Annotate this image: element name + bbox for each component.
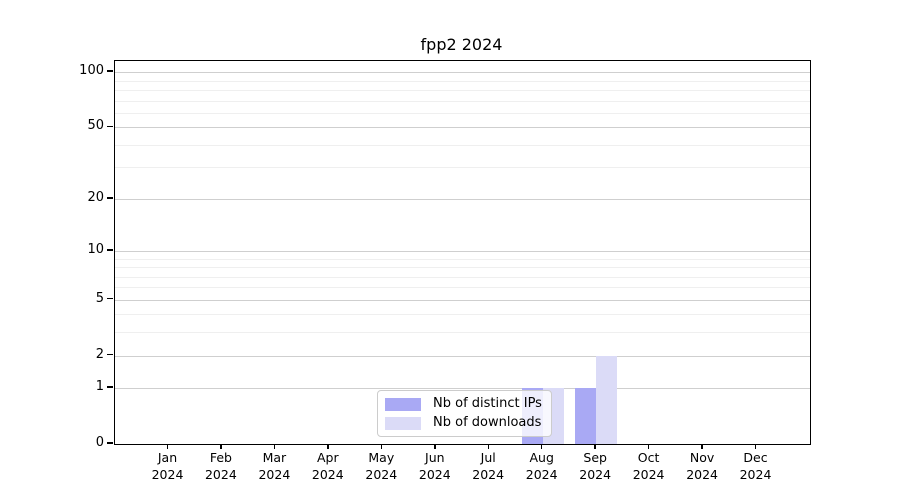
legend-label: Nb of distinct IPs [433,396,542,411]
gridline-major [115,127,810,129]
x-tick-label-year: 2024 [311,467,344,482]
x-tick-mark [220,444,222,449]
gridline-minor [115,100,810,102]
x-tick-label-year: 2024 [365,467,398,482]
legend: Nb of distinct IPs Nb of downloads [377,390,552,437]
gridline-minor [115,314,810,316]
y-tick-label: 100 [79,63,104,79]
gridline-major [115,299,810,301]
x-tick-label: May 2024 [349,449,413,483]
x-tick-mark [327,444,329,449]
gridline-major [115,355,810,357]
x-tick-label-month: Jan [157,450,178,465]
x-tick-label-month: Jul [480,450,496,465]
gridline-minor [115,167,810,169]
x-tick-label-month: Feb [209,450,232,465]
legend-swatch-distinct-ips [385,397,421,411]
x-tick-mark [701,444,703,449]
x-tick-label-month: Aug [529,450,554,465]
x-tick-label-year: 2024 [739,467,772,482]
gridline-minor [115,258,810,260]
y-tick-label: 5 [95,290,104,306]
gridline-major [115,250,810,252]
y-tick-mark [107,297,113,300]
x-tick-label: Feb 2024 [189,449,253,483]
y-tick-label: 0 [95,435,104,450]
x-tick-label: Nov 2024 [670,449,734,483]
y-tick-mark [107,70,113,72]
x-tick-label-year: 2024 [686,467,718,482]
plot-area [114,60,811,445]
x-tick-mark [166,444,169,449]
gridline-minor [115,287,810,289]
gridline-major [115,72,810,74]
x-tick-label-month: Nov [689,450,715,465]
bar-downloads-sep [596,355,618,444]
x-tick-label-month: Sep [583,450,607,465]
gridline-minor [115,276,810,278]
gridline-major [115,198,810,200]
x-tick-label-year: 2024 [258,467,291,482]
legend-item: Nb of downloads [385,415,542,431]
x-tick-mark [754,444,757,449]
gridline-minor [115,80,810,82]
x-tick-mark [594,444,596,449]
bar-distinct-ips-sep [575,388,597,444]
x-tick-label-month: Mar [262,450,287,465]
y-tick-mark [107,386,113,388]
x-tick-label-year: 2024 [418,467,451,482]
x-tick-mark [380,444,383,449]
chart-title: fpp2 2024 [420,35,503,54]
y-tick-mark [107,353,113,356]
y-tick-label: 20 [87,189,104,205]
x-tick-label-month: May [368,450,395,465]
x-tick-label-month: Dec [743,450,768,465]
x-tick-mark [273,444,276,449]
x-tick-label: Aug 2024 [510,449,574,483]
x-tick-label-year: 2024 [525,467,558,482]
gridline-minor [115,112,810,114]
x-tick-label: Sep 2024 [563,449,627,483]
legend-item: Nb of distinct IPs [385,396,542,412]
gridline-minor [115,267,810,268]
gridline-minor [115,332,810,334]
x-tick-label: Dec 2024 [724,449,788,483]
gridline-minor [115,144,810,146]
y-tick-label: 2 [95,346,104,362]
x-tick-label: Jun 2024 [403,449,467,483]
gridline-minor [115,89,810,91]
x-tick-mark [647,444,650,449]
y-tick-mark [107,125,113,127]
y-tick-label: 10 [87,241,104,257]
x-tick-mark [487,444,489,449]
x-tick-label-month: Apr [316,450,339,465]
x-tick-label: Mar 2024 [242,449,306,483]
x-tick-label-month: Oct [637,450,660,465]
y-tick-mark [107,249,113,251]
x-tick-label: Jul 2024 [456,449,520,483]
x-tick-mark [434,444,436,449]
x-tick-label: Oct 2024 [617,449,681,483]
y-tick-mark [107,442,113,444]
gridline-major [115,388,810,390]
x-tick-label-year: 2024 [472,467,505,482]
x-tick-label: Jan 2024 [136,449,200,483]
x-tick-label-year: 2024 [204,467,237,482]
y-tick-label: 50 [87,118,104,134]
grid-layer [115,61,810,444]
legend-label: Nb of downloads [433,415,542,430]
x-tick-mark [540,444,543,449]
x-tick-label-year: 2024 [632,467,665,482]
y-tick-label: 1 [95,379,104,395]
y-tick-mark [107,197,113,199]
x-tick-label-year: 2024 [579,467,612,482]
x-tick-label-year: 2024 [151,467,184,482]
x-tick-label: Apr 2024 [296,449,360,483]
legend-swatch-downloads [385,416,421,430]
x-tick-label-month: Jun [425,450,445,465]
bar-layer [115,61,810,444]
